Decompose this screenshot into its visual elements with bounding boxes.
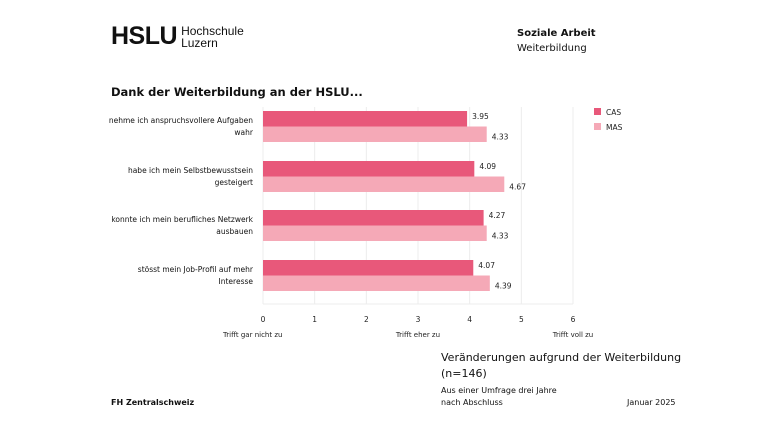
unit: Weiterbildung <box>517 43 587 54</box>
category-label: nehme ich anspruchsvollere Aufgaben wahr <box>108 116 253 137</box>
bar-mas <box>263 225 487 241</box>
chart-title: Dank der Weiterbildung an der HSLU... <box>111 85 363 99</box>
data-label: 4.39 <box>495 282 512 291</box>
logo-sub1: Hochschule <box>181 23 244 38</box>
x-tick-label: 6 <box>571 315 576 324</box>
logo-main: HSLU <box>111 22 178 50</box>
caption-n: (n=146) <box>441 367 487 380</box>
category-label: stösst mein Job-Profil auf mehr Interess… <box>137 265 253 286</box>
legend-label: CAS <box>606 108 621 117</box>
caption-line1: Aus einer Umfrage drei Jahre <box>441 386 557 395</box>
x-tick-label: 2 <box>364 315 369 324</box>
x-tick-label: 1 <box>312 315 317 324</box>
x-tick-label: 0 <box>261 315 266 324</box>
x-tick-label: 4 <box>467 315 472 324</box>
bar-cas <box>263 210 484 226</box>
legend-swatch <box>594 123 601 130</box>
category-label: habe ich mein Selbstbewusstsein gesteige… <box>127 166 253 187</box>
bar-cas <box>263 260 474 276</box>
x-tick-label: 3 <box>416 315 421 324</box>
department: Soziale Arbeit <box>517 28 596 39</box>
data-label: 3.95 <box>472 112 489 121</box>
bar-mas <box>263 126 487 142</box>
bar-cas <box>263 161 475 177</box>
scale-label: Trifft gar nicht zu <box>222 331 282 339</box>
bar-cas <box>263 111 468 127</box>
footer-left: FH Zentralschweiz <box>111 398 195 407</box>
logo-sub2: Luzern <box>181 35 218 50</box>
data-label: 4.33 <box>492 232 509 241</box>
footer-right: Januar 2025 <box>627 398 676 407</box>
legend-label: MAS <box>606 123 623 132</box>
x-tick-label: 5 <box>519 315 524 324</box>
caption-heading: Veränderungen aufgrund der Weiterbildung <box>441 351 682 364</box>
data-label: 4.07 <box>478 261 495 270</box>
data-label: 4.33 <box>492 133 509 142</box>
category-label: konnte ich mein berufliches Netzwerk aus… <box>111 215 253 236</box>
scale-label: Trifft voll zu <box>552 331 594 339</box>
data-label: 4.27 <box>489 211 506 220</box>
legend-swatch <box>594 108 601 115</box>
scale-label: Trifft eher zu <box>395 331 440 339</box>
hslu-logo: HSLU Hochschule Luzern <box>111 24 244 49</box>
data-label: 4.09 <box>479 162 496 171</box>
bar-mas <box>263 176 505 192</box>
data-label: 4.67 <box>509 183 526 192</box>
bar-mas <box>263 275 490 291</box>
caption-line2: nach Abschluss <box>441 398 503 407</box>
